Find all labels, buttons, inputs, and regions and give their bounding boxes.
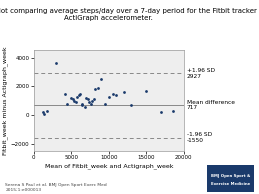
Text: Mean difference
717: Mean difference 717 bbox=[187, 100, 235, 110]
Point bbox=[90, 99, 94, 102]
Point bbox=[78, 92, 82, 95]
Point bbox=[45, 109, 49, 113]
Point bbox=[110, 92, 114, 95]
Point bbox=[83, 105, 87, 108]
Point bbox=[41, 111, 45, 114]
Point bbox=[72, 99, 76, 102]
Point bbox=[95, 86, 99, 89]
Point bbox=[84, 96, 88, 100]
Point bbox=[54, 62, 58, 65]
Y-axis label: Fitbit_week minus Actigraph_week: Fitbit_week minus Actigraph_week bbox=[2, 47, 8, 155]
Text: +1.96 SD
2927: +1.96 SD 2927 bbox=[187, 68, 215, 79]
Point bbox=[42, 112, 46, 115]
Point bbox=[159, 111, 163, 114]
Point bbox=[77, 94, 81, 97]
Point bbox=[144, 89, 148, 92]
Point bbox=[103, 102, 107, 105]
Point bbox=[107, 95, 111, 98]
Point bbox=[63, 92, 67, 95]
X-axis label: Mean of Fitbit_week and Actigraph_week: Mean of Fitbit_week and Actigraph_week bbox=[45, 163, 173, 169]
Point bbox=[69, 96, 73, 100]
Point bbox=[87, 101, 91, 104]
Point bbox=[86, 98, 90, 101]
Point bbox=[99, 78, 103, 81]
Text: BMJ Open Sport &: BMJ Open Sport & bbox=[211, 174, 250, 178]
Point bbox=[122, 91, 126, 94]
Point bbox=[93, 88, 97, 91]
Point bbox=[75, 95, 79, 98]
Point bbox=[92, 98, 96, 101]
Point bbox=[71, 98, 75, 101]
Point bbox=[114, 94, 118, 97]
Text: Serena S Paul et al. BMJ Open Sport Exerc Med
2015;1:e000013: Serena S Paul et al. BMJ Open Sport Exer… bbox=[5, 184, 107, 192]
Point bbox=[170, 109, 175, 113]
Point bbox=[80, 104, 84, 107]
Point bbox=[129, 104, 133, 107]
Point bbox=[89, 102, 93, 105]
Point bbox=[80, 102, 84, 105]
Text: -1.96 SD
-1550: -1.96 SD -1550 bbox=[187, 132, 212, 143]
Point bbox=[65, 102, 69, 105]
Point bbox=[74, 101, 78, 104]
Text: Exercise Medicine: Exercise Medicine bbox=[211, 182, 250, 186]
Text: Bland-Altman plot comparing average steps/day over a 7-day period for the Fitbit: Bland-Altman plot comparing average step… bbox=[0, 8, 259, 21]
